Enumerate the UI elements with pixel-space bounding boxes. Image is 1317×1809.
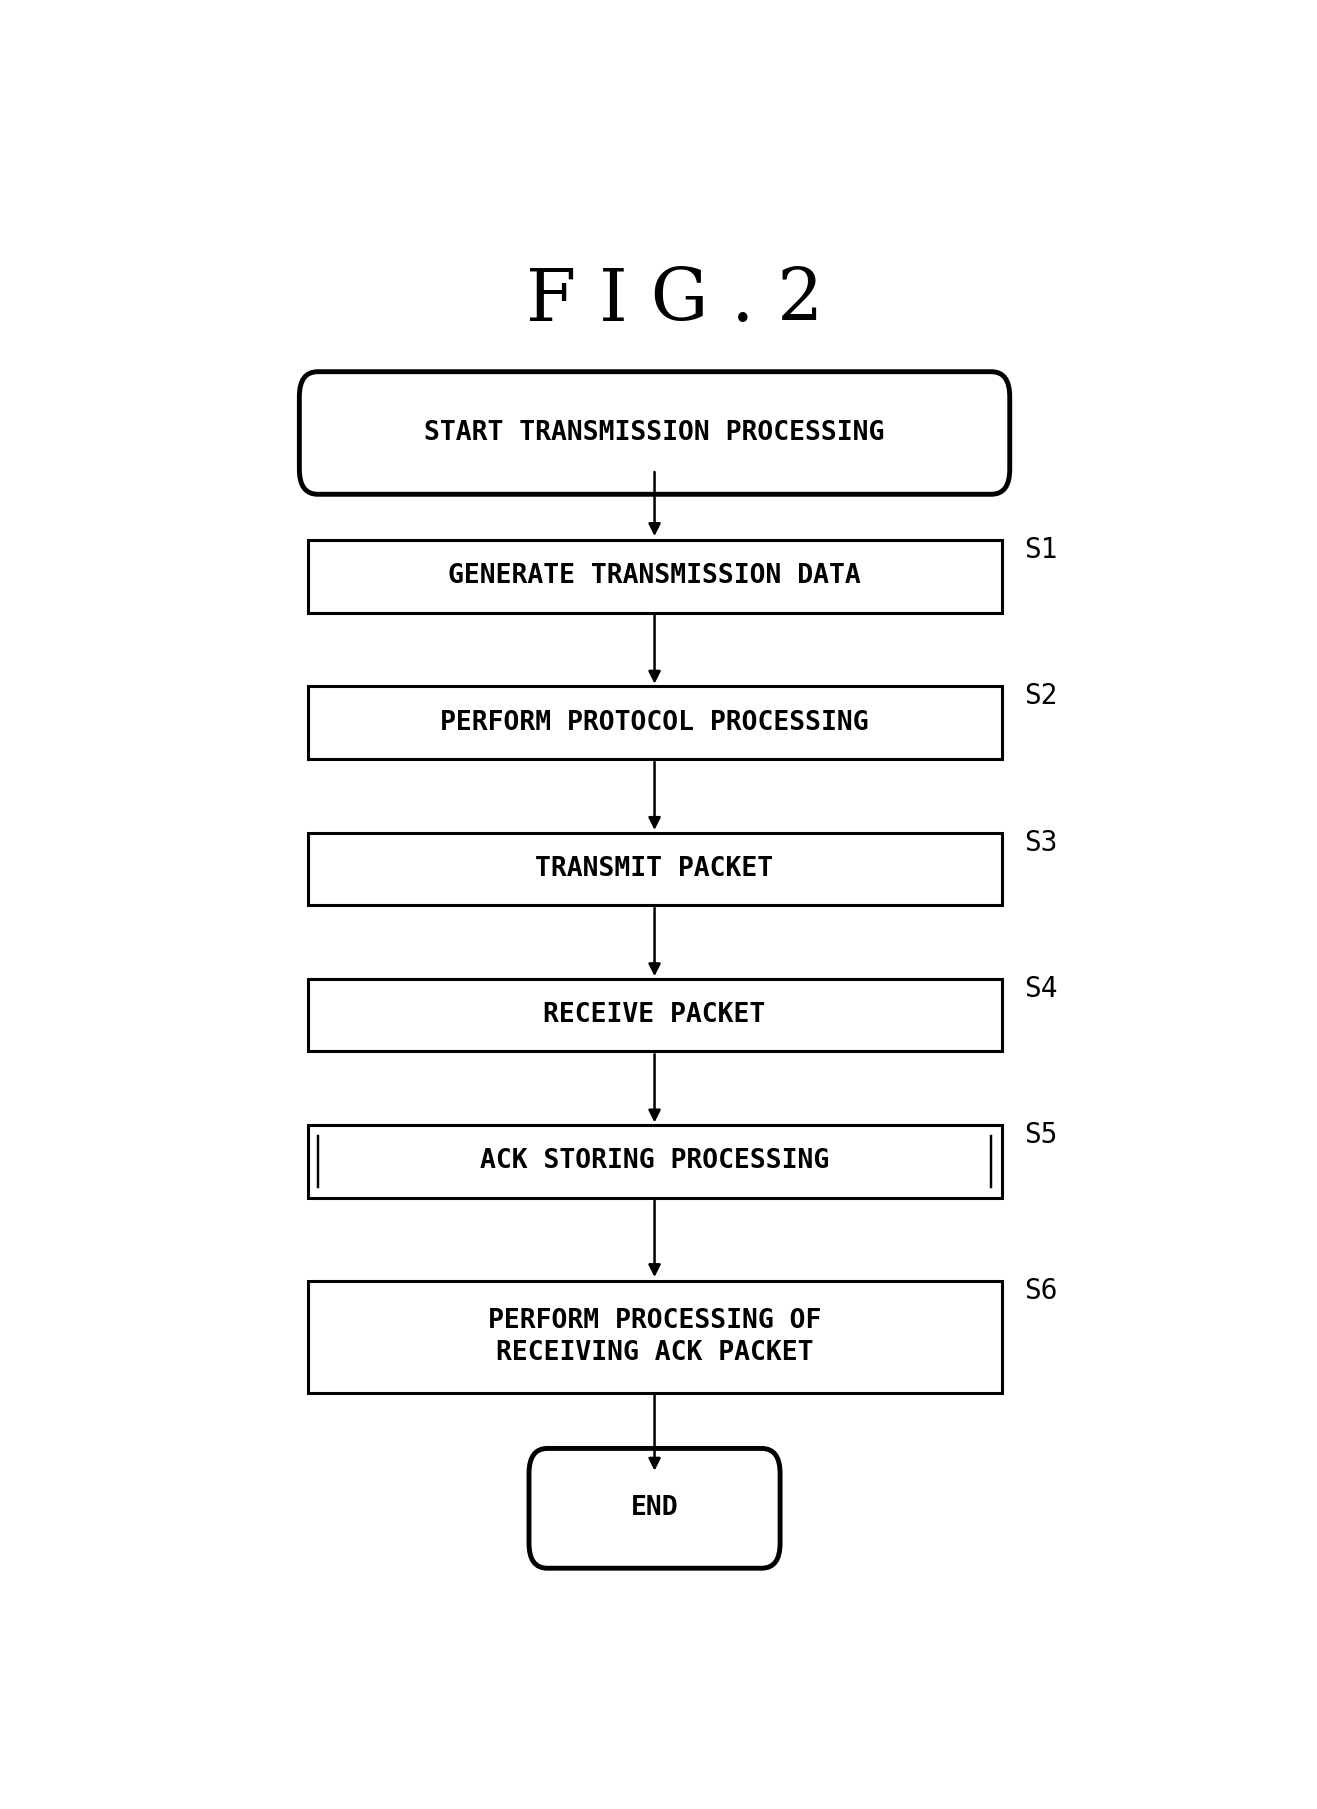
Text: F I G . 2: F I G . 2 — [527, 266, 823, 336]
Text: S6: S6 — [1025, 1277, 1058, 1304]
Text: START TRANSMISSION PROCESSING: START TRANSMISSION PROCESSING — [424, 420, 885, 447]
Text: END: END — [631, 1496, 678, 1521]
Text: S3: S3 — [1025, 829, 1058, 857]
Text: GENERATE TRANSMISSION DATA: GENERATE TRANSMISSION DATA — [448, 563, 861, 590]
Bar — [307, 1281, 1002, 1393]
Text: PERFORM PROCESSING OF
RECEIVING ACK PACKET: PERFORM PROCESSING OF RECEIVING ACK PACK… — [487, 1308, 822, 1366]
Text: RECEIVE PACKET: RECEIVE PACKET — [544, 1002, 765, 1028]
Text: ACK STORING PROCESSING: ACK STORING PROCESSING — [479, 1149, 830, 1174]
Text: S2: S2 — [1025, 682, 1058, 711]
FancyBboxPatch shape — [299, 371, 1010, 494]
Text: PERFORM PROTOCOL PROCESSING: PERFORM PROTOCOL PROCESSING — [440, 709, 869, 736]
Text: S5: S5 — [1025, 1122, 1058, 1149]
Text: S1: S1 — [1025, 535, 1058, 564]
Bar — [307, 686, 1002, 760]
Bar — [307, 832, 1002, 904]
Bar — [307, 541, 1002, 613]
Text: TRANSMIT PACKET: TRANSMIT PACKET — [536, 856, 773, 883]
FancyBboxPatch shape — [529, 1449, 780, 1568]
Bar — [307, 979, 1002, 1051]
Text: S4: S4 — [1025, 975, 1058, 1002]
Bar — [307, 1125, 1002, 1198]
